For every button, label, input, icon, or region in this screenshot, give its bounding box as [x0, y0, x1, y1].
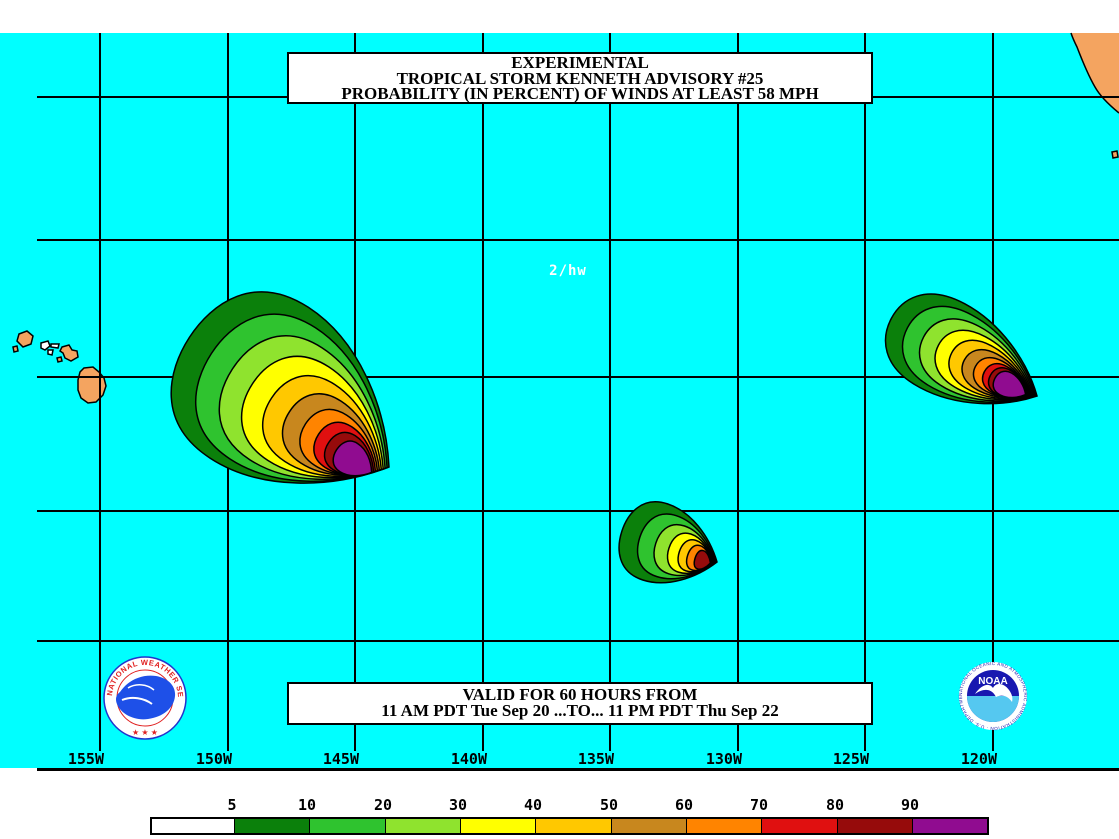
noaa-logo-gull: [975, 684, 1013, 702]
validity-box: VALID FOR 60 HOURS FROM 11 AM PDT Tue Se…: [287, 682, 873, 725]
noaa-logo: NOAA NATIONAL OCEANIC AND ATMOSPHERIC AD…: [0, 0, 1028, 731]
colorbar-seg-90-100: [912, 819, 987, 833]
colorbar-label-5: 5: [227, 796, 237, 814]
valid-line-2: 11 AM PDT Tue Sep 20 ...TO... 11 PM PDT …: [381, 701, 779, 720]
island-niihau: [12, 345, 19, 353]
colorbar-label-40: 40: [523, 796, 543, 814]
graticule: [37, 33, 1119, 771]
lon-label-150w: 150W: [195, 750, 232, 768]
lon-label-145w: 145W: [322, 750, 359, 768]
coastal-island: [1111, 150, 1119, 159]
colorbar-seg-70-80: [761, 819, 837, 833]
lon-label-130w: 130W: [705, 750, 742, 768]
colorbar-label-30: 30: [448, 796, 468, 814]
colorbar-seg-50-60: [611, 819, 686, 833]
prob-contour-90-100: [332, 440, 373, 477]
nws-logo-ring-text: NATIONAL WEATHER SERVICE: [0, 0, 185, 698]
lon-label-125w: 125W: [832, 750, 869, 768]
colorbar-label-50: 50: [599, 796, 619, 814]
island-oahu: [40, 340, 51, 351]
colorbar-seg-5-10: [234, 819, 309, 833]
noaa-logo-name: NOAA: [978, 676, 1007, 687]
island-hawaii-big-island: [77, 366, 107, 404]
colorbar-label-80: 80: [825, 796, 845, 814]
noaa-logo-globe-bottom: [967, 696, 1019, 722]
map-annotation: 2/hw: [549, 263, 587, 279]
prob-contour-80-90: [693, 549, 712, 570]
colorbar-seg-20-30: [385, 819, 460, 833]
colorbar-label-90: 90: [900, 796, 920, 814]
colorbar-seg-80-90: [837, 819, 912, 833]
prob-contour-90-100: [992, 370, 1027, 399]
colorbar-label-70: 70: [749, 796, 769, 814]
island-molokai: [50, 343, 60, 349]
california-baja-coastline: [1070, 32, 1119, 114]
lon-label-120w: 120W: [960, 750, 997, 768]
probability-contours: [170, 291, 1038, 584]
colorbar-seg-30-40: [460, 819, 535, 833]
title-line-probability: PROBABILITY (IN PERCENT) OF WINDS AT LEA…: [341, 84, 819, 104]
california-baja-land: [1071, 33, 1119, 113]
lon-label-140w: 140W: [450, 750, 487, 768]
island-kauai: [16, 330, 34, 348]
island-kahoolawe: [56, 356, 63, 363]
title-line-storm: TROPICAL STORM KENNETH ADVISORY #25: [396, 68, 764, 88]
colorbar-label-60: 60: [674, 796, 694, 814]
lon-label-155w: 155W: [67, 750, 104, 768]
colorbar-seg-0-5: [152, 819, 234, 833]
valid-line-1: VALID FOR 60 HOURS FROM: [462, 685, 698, 704]
colorbar-label-10: 10: [297, 796, 317, 814]
title-line-experimental: EXPERIMENTAL: [511, 53, 649, 72]
nws-logo-map-highlight: [121, 696, 153, 705]
noaa-logo-ring-text: NATIONAL OCEANIC AND ATMOSPHERIC ADMINIS…: [0, 0, 1028, 731]
title-box: EXPERIMENTAL TROPICAL STORM KENNETH ADVI…: [287, 52, 873, 104]
island-maui: [59, 344, 79, 362]
lon-label-135w: 135W: [577, 750, 614, 768]
colorbar-label-20: 20: [373, 796, 393, 814]
colorbar-seg-40-50: [535, 819, 611, 833]
colorbar-seg-10-20: [309, 819, 385, 833]
colorbar: [150, 817, 989, 835]
island-lanai: [47, 349, 54, 356]
nws-logo-map-highlight2: [127, 684, 155, 691]
colorbar-seg-60-70: [686, 819, 761, 833]
nws-logo-stars: ★ ★ ★: [132, 728, 158, 737]
